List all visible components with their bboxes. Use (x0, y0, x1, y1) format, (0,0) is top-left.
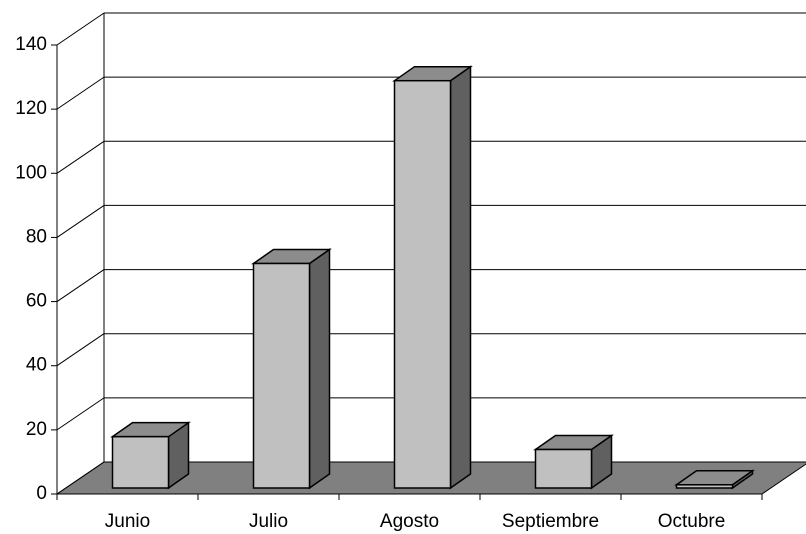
x-tick-label: Octubre (658, 511, 726, 532)
x-tick-label: Junio (105, 511, 150, 532)
grid-line (56, 269, 105, 302)
grid-line (56, 461, 105, 495)
grid-line (56, 12, 105, 46)
y-tick-label: 80 (26, 226, 47, 247)
grid-line (56, 333, 105, 367)
bar (675, 484, 734, 489)
bar (252, 262, 311, 489)
x-tick-label: Agosto (380, 511, 439, 532)
x-tick-label: Julio (249, 511, 288, 532)
y-tick-label: 120 (15, 98, 47, 119)
grid-line (56, 140, 105, 174)
bar (393, 79, 452, 489)
y-tick-label: 100 (15, 162, 47, 183)
y-tick-label: 0 (36, 483, 47, 504)
y-tick-label: 20 (26, 419, 47, 440)
bar (111, 435, 170, 489)
bar (534, 448, 593, 489)
x-tick-label: Septiembre (502, 511, 599, 532)
grid-line (56, 397, 105, 431)
grid-line (56, 205, 105, 238)
y-tick-label: 60 (26, 291, 47, 312)
bar-side (449, 65, 472, 490)
grid-line (56, 76, 105, 110)
bar-side (308, 248, 331, 490)
y-tick-label: 140 (15, 34, 47, 55)
y-tick-label: 40 (26, 355, 47, 376)
